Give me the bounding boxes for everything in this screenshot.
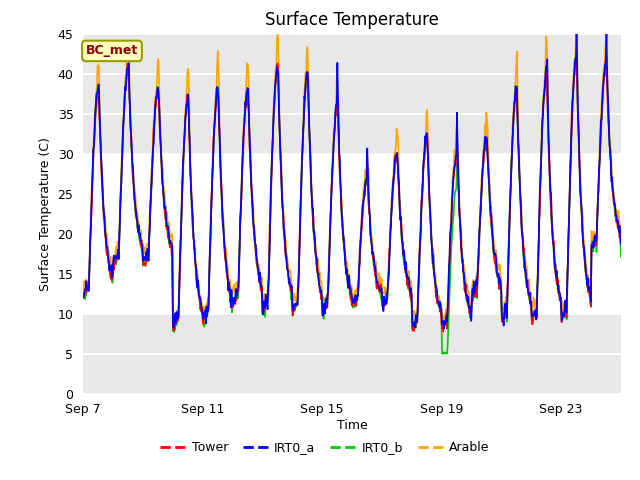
IRT0_a [617,241,625,247]
Arable [410,322,417,328]
IRT0_a [514,138,522,144]
IRT0_b [514,129,522,134]
IRT0_a [384,284,392,289]
Arable [514,102,522,108]
IRT0_b [384,291,392,297]
Line: Tower: Tower [83,57,621,332]
Arable [275,68,283,74]
Tower [79,293,87,299]
IRT0_b [573,52,580,58]
IRT0_a [440,326,448,332]
Arable [572,31,580,36]
Arable [206,251,214,256]
Tower [384,287,392,292]
IRT0_b [206,266,214,272]
Tower [573,54,580,60]
Y-axis label: Surface Temperature (C): Surface Temperature (C) [39,137,52,290]
IRT0_a [99,185,106,191]
IRT0_a [79,295,87,300]
Line: IRT0_a: IRT0_a [83,34,621,329]
IRT0_b [99,195,106,201]
Tower [206,258,214,264]
IRT0_b [303,69,311,75]
Tower [514,128,522,133]
Arable [303,45,311,51]
IRT0_b [438,351,446,357]
X-axis label: Time: Time [337,419,367,432]
Bar [83,34,621,154]
IRT0_a [206,254,214,260]
Bar [83,313,621,394]
Tower [99,184,106,190]
IRT0_a [573,31,580,36]
Line: Arable: Arable [83,34,621,325]
Arable [617,242,625,248]
Title: Surface Temperature: Surface Temperature [265,11,439,29]
Tower [275,95,283,101]
Arable [99,178,106,183]
Tower [303,70,311,75]
IRT0_a [275,101,283,107]
IRT0_b [275,99,283,105]
Text: BC_met: BC_met [86,44,138,58]
IRT0_b [617,254,625,260]
Arable [79,288,87,293]
Line: IRT0_b: IRT0_b [83,55,621,354]
Tower [440,329,447,335]
Bar [83,154,621,313]
IRT0_a [303,70,311,75]
Arable [384,278,392,284]
Tower [617,241,625,247]
Legend: Tower, IRT0_a, IRT0_b, Arable: Tower, IRT0_a, IRT0_b, Arable [156,436,495,459]
IRT0_b [79,295,87,300]
